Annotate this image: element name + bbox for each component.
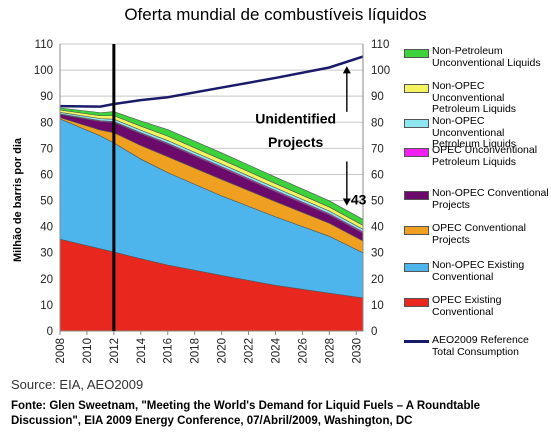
x-tick-label: 2012 xyxy=(109,338,121,364)
x-tick-label: 2010 xyxy=(82,338,94,364)
x-tick-label: 2024 xyxy=(270,337,282,363)
legend-label: Non-OPEC Conventional Projects xyxy=(432,187,549,211)
x-tick-label: 2026 xyxy=(297,338,309,364)
legend-swatch xyxy=(404,119,429,128)
y-tick-label-right: 10 xyxy=(371,300,384,312)
y-tick-label-left: 40 xyxy=(40,222,53,234)
footnote-text: Fonte: Glen Sweetnam, "Meeting the World… xyxy=(11,400,481,427)
y-tick-label-right: 20 xyxy=(371,274,384,286)
x-tick-label: 2018 xyxy=(190,338,202,364)
y-tick-label-left: 20 xyxy=(40,274,53,286)
legend-swatch xyxy=(404,84,429,93)
y-tick-label-right: 70 xyxy=(371,143,384,155)
x-tick-label: 2030 xyxy=(351,338,363,364)
x-tick-label: 2022 xyxy=(244,338,256,364)
y-tick-label-left: 70 xyxy=(40,143,53,155)
legend-label: Non-Petroleum Unconventional Liquids xyxy=(432,45,541,69)
y-tick-label-left: 30 xyxy=(40,248,53,260)
legend-label: AEO2009 Reference Total Consumption xyxy=(432,334,529,358)
legend-label: Non-OPEC Unconventional Petroleum Liquid… xyxy=(432,80,517,115)
y-tick-label-right: 100 xyxy=(371,65,390,77)
reference-line-group xyxy=(59,55,364,108)
annotation-unidentified-line2: Projects xyxy=(268,134,323,150)
y-tick-label-right: 60 xyxy=(371,169,384,181)
annotation-arrow-up-head xyxy=(342,66,351,74)
x-tick-label: 2014 xyxy=(136,337,148,363)
legend-swatch xyxy=(404,148,429,157)
y-tick-label-left: 110 xyxy=(35,39,53,51)
legend-swatch xyxy=(404,49,429,58)
annotations: Unidentified Projects 43 xyxy=(112,44,367,331)
legend-swatch xyxy=(404,191,429,200)
annotation-arrow-down-head xyxy=(342,198,351,206)
y-tick-label-left: 60 xyxy=(40,169,53,181)
x-tick-label: 2008 xyxy=(55,338,67,364)
chart-title: Oferta mundial de combustíveis líquidos xyxy=(124,5,427,24)
legend-swatch xyxy=(404,298,429,307)
y-tick-label-right: 110 xyxy=(371,39,389,51)
y-tick-label-left: 10 xyxy=(40,300,53,312)
y-tick-label-right: 80 xyxy=(371,117,384,129)
y-tick-label-left: 80 xyxy=(40,117,53,129)
y-tick-label-left: 90 xyxy=(40,91,53,103)
legend-label: Non-OPEC Existing Conventional xyxy=(432,259,525,283)
legend-label: OPEC Existing Conventional xyxy=(432,294,502,318)
legend-swatch xyxy=(404,263,429,272)
annotation-unidentified-line1: Unidentified xyxy=(255,111,336,127)
y-tick-label-right: 90 xyxy=(371,91,384,103)
y-tick-label-right: 40 xyxy=(371,222,384,234)
legend-label: OPEC Conventional Projects xyxy=(432,222,526,246)
x-tick-label: 2016 xyxy=(163,338,175,364)
legend-line-swatch xyxy=(404,340,429,343)
legend-swatch xyxy=(404,226,429,235)
y-tick-label-left: 0 xyxy=(47,326,53,338)
legend-label: OPEC Unconventional Petroleum Liquids xyxy=(432,144,538,168)
y-tick-label-left: 50 xyxy=(40,196,53,208)
y-tick-label-right: 0 xyxy=(371,326,377,338)
annotation-gap-value: 43 xyxy=(351,191,367,207)
reference-consumption-line xyxy=(59,55,364,108)
y-tick-label-right: 50 xyxy=(371,196,384,208)
x-tick-label: 2020 xyxy=(217,338,229,364)
x-tick-label: 2028 xyxy=(324,338,336,364)
legend-label: Non-OPEC Unconventional Petroleum Liquid… xyxy=(432,115,517,150)
y-tick-label-right: 30 xyxy=(371,248,384,260)
source-text: Source: EIA, AEO2009 xyxy=(11,377,144,392)
y-tick-label-left: 100 xyxy=(34,65,53,77)
